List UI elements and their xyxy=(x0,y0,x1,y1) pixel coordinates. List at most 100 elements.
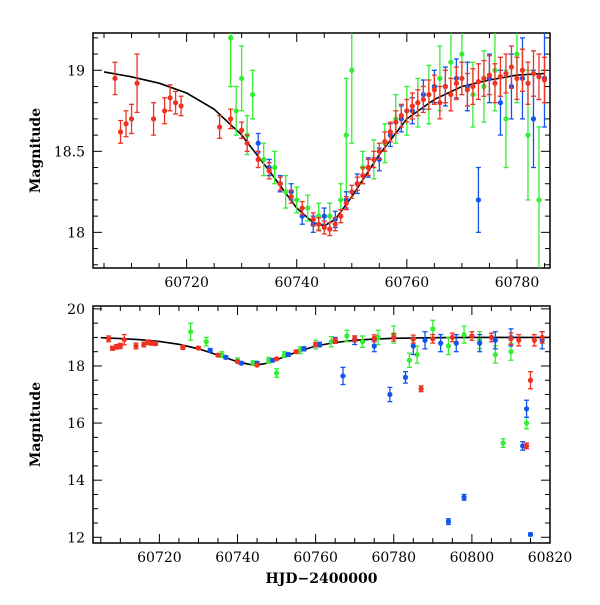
red-point xyxy=(523,443,530,449)
blue-point xyxy=(445,518,452,525)
red-point xyxy=(409,103,415,109)
red-point xyxy=(310,216,316,222)
red-point xyxy=(121,337,127,343)
green-point xyxy=(283,189,289,195)
red-point xyxy=(109,345,116,351)
green-point xyxy=(261,156,267,163)
green-point xyxy=(327,213,333,219)
green-point xyxy=(359,339,366,345)
blue-point xyxy=(453,340,459,346)
red-point xyxy=(338,213,344,219)
red-point xyxy=(453,80,459,86)
red-point xyxy=(365,164,371,171)
blue-point xyxy=(371,343,377,349)
red-point xyxy=(516,337,522,343)
red-point xyxy=(470,83,476,90)
red-point xyxy=(404,108,410,114)
red-point xyxy=(266,168,272,174)
red-point xyxy=(343,200,349,206)
red-point xyxy=(525,80,531,86)
green-point xyxy=(536,197,542,203)
red-point xyxy=(387,129,393,135)
red-point xyxy=(332,221,338,227)
y-axis-title: Magnitude xyxy=(28,108,44,193)
red-point xyxy=(371,156,377,163)
y-tick-label: 16 xyxy=(67,416,85,432)
green-point xyxy=(500,440,506,446)
red-point xyxy=(244,140,250,146)
green-point xyxy=(328,339,334,345)
green-point xyxy=(414,351,420,358)
red-point xyxy=(239,127,245,133)
red-point xyxy=(133,343,139,349)
green-point xyxy=(525,132,531,138)
red-point xyxy=(277,181,283,187)
red-point xyxy=(293,349,299,355)
red-point xyxy=(382,138,388,145)
green-point xyxy=(273,370,280,376)
green-point xyxy=(503,116,509,122)
red-point xyxy=(117,343,123,349)
red-point xyxy=(442,83,448,90)
red-point xyxy=(254,362,260,368)
blue-point xyxy=(438,340,444,346)
green-point xyxy=(203,339,209,345)
green-point xyxy=(343,132,349,138)
blue-point xyxy=(316,341,323,348)
red-point xyxy=(234,359,241,365)
red-point xyxy=(117,129,124,135)
blue-point xyxy=(492,337,498,343)
blue-point xyxy=(520,443,526,449)
red-point xyxy=(449,334,455,341)
red-point xyxy=(152,341,159,347)
blue-point xyxy=(223,354,229,360)
red-point xyxy=(536,74,542,80)
red-point xyxy=(134,80,140,86)
red-point xyxy=(352,336,358,342)
y-tick-label: 20 xyxy=(67,302,85,318)
blue-point xyxy=(340,373,346,379)
green-point xyxy=(508,349,514,355)
x-tick-label: 60740 xyxy=(215,550,260,566)
blue-point xyxy=(321,213,327,219)
blue-point xyxy=(422,337,428,343)
red-point xyxy=(530,70,537,77)
blue-point xyxy=(497,100,504,106)
red-point xyxy=(172,100,179,106)
red-point xyxy=(415,100,421,106)
blue-point xyxy=(530,116,537,122)
red-point xyxy=(215,352,221,358)
x-tick-label: 60740 xyxy=(274,275,319,291)
x-tick-label: 60760 xyxy=(293,550,338,566)
green-point xyxy=(461,331,467,338)
green-point xyxy=(228,35,234,41)
x-tick-label: 60760 xyxy=(385,275,430,291)
green-point xyxy=(375,334,381,341)
red-point xyxy=(228,116,234,122)
red-point xyxy=(180,344,186,351)
red-point xyxy=(410,336,416,342)
green-point xyxy=(250,360,256,366)
red-point xyxy=(371,335,377,341)
x-tick-label: 60780 xyxy=(371,550,416,566)
data-layer xyxy=(103,33,548,268)
red-point xyxy=(448,91,454,98)
x-axis-title: HJD−2400000 xyxy=(266,571,378,587)
red-point xyxy=(288,194,294,200)
red-point xyxy=(217,124,223,130)
green-point xyxy=(239,75,245,81)
red-point xyxy=(161,108,168,114)
red-point xyxy=(148,340,155,346)
green-point xyxy=(492,351,498,358)
x-tick-label: 60820 xyxy=(528,550,573,566)
blue-point xyxy=(477,340,483,346)
red-point xyxy=(464,87,471,93)
red-point xyxy=(332,338,338,344)
red-point xyxy=(299,205,305,211)
red-point xyxy=(123,121,129,127)
green-point xyxy=(437,75,443,81)
red-point xyxy=(150,116,157,122)
red-point xyxy=(459,75,465,81)
top-panel: 60720 60740 60760 60780 18 18.5 19 Magnitude xyxy=(28,32,551,291)
red-point xyxy=(539,334,545,341)
